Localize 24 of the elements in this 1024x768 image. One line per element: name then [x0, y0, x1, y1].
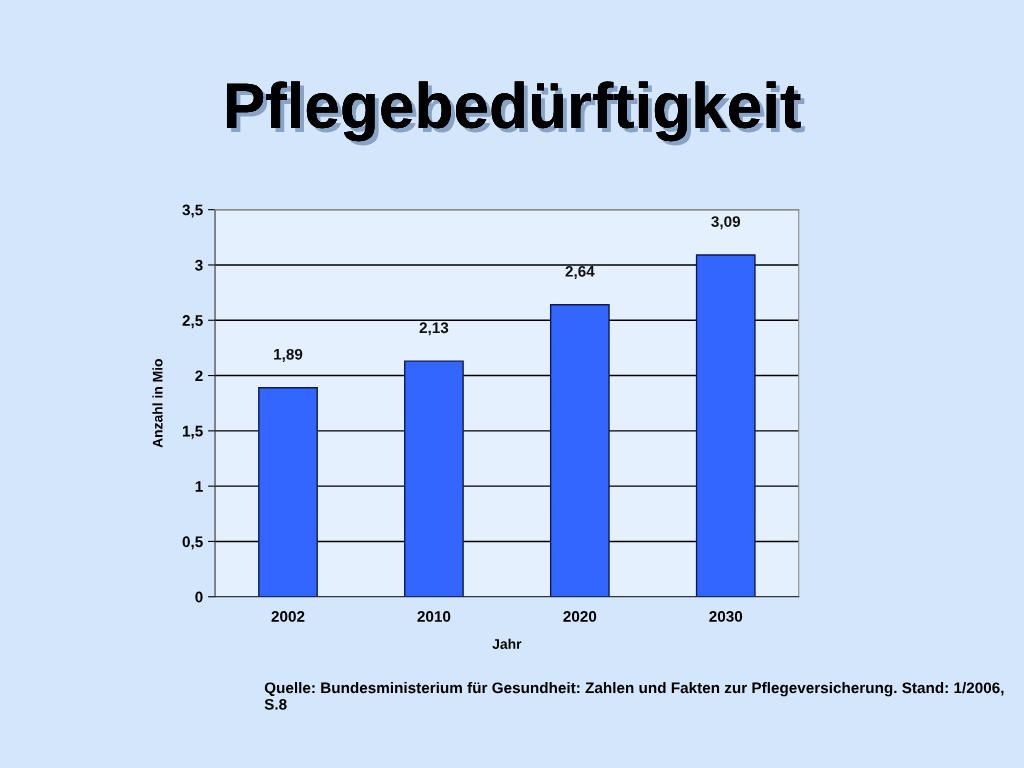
bar — [549, 304, 610, 597]
y-tick-label: 3 — [195, 259, 203, 271]
data-label: 2,64 — [565, 265, 595, 279]
data-label: 2,13 — [419, 322, 449, 336]
x-tick-label: 2002 — [271, 611, 305, 622]
y-tick-label: 0 — [195, 591, 203, 603]
chart-title: Pflegebedürftigkeit — [226, 81, 805, 146]
x-tick-label: 2010 — [417, 611, 451, 622]
bar — [258, 387, 318, 597]
y-tick-label: 0,5 — [182, 536, 203, 550]
x-tick-label: 2030 — [709, 611, 743, 622]
y-tick-label: 2,5 — [182, 315, 203, 329]
x-tick-label: 2020 — [563, 611, 597, 622]
bar — [695, 254, 756, 597]
data-label: 3,09 — [711, 216, 741, 230]
y-tick-label: 1,5 — [182, 425, 203, 439]
y-axis-title: Anzahl in Mio — [152, 358, 163, 448]
bar — [404, 360, 464, 597]
x-axis-title: Jahr — [492, 638, 522, 649]
y-tick-label: 2 — [195, 370, 203, 382]
y-tick-label: 1 — [195, 481, 203, 492]
data-label: 1,89 — [274, 348, 303, 362]
y-tick-label: 3,5 — [182, 204, 203, 218]
source-note: Quelle: Bundesministerium für Gesundheit: Zahlen und Fakten zur Pflegeversicherung. Stand: 1/2006, S.8 — [264, 681, 1004, 710]
